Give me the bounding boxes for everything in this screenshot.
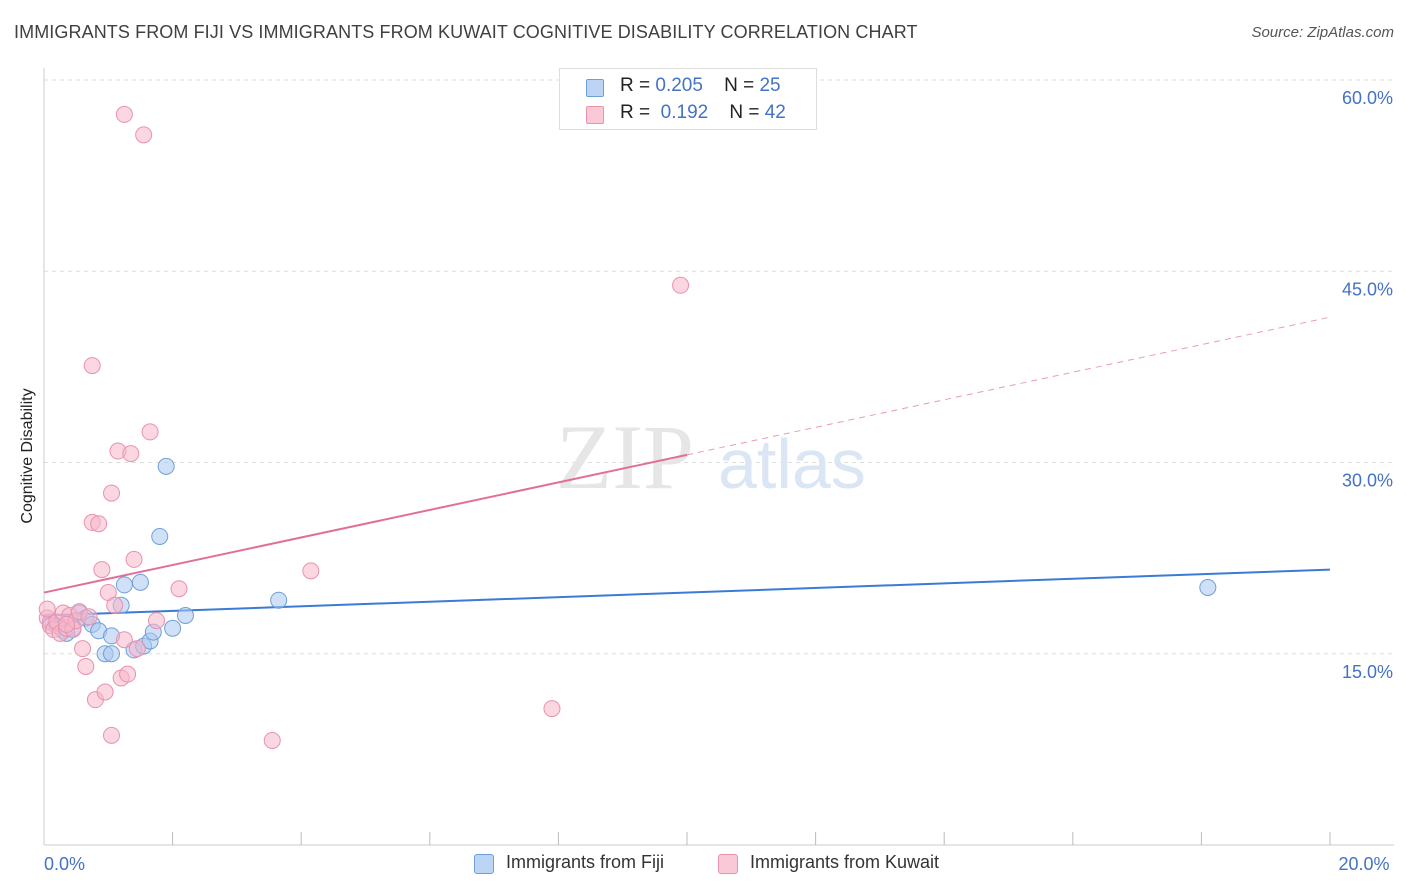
axes — [43, 68, 1394, 846]
legend-fiji-label: Immigrants from Fiji — [506, 852, 665, 872]
kuwait-point-41 — [58, 615, 76, 633]
kuwait-n-value: 42 — [764, 102, 786, 123]
kuwait-point-35 — [170, 580, 188, 598]
legend-fiji-swatch — [474, 854, 494, 874]
kuwait-point-40 — [38, 600, 56, 618]
kuwait-point-31 — [128, 640, 146, 658]
fiji-n-value: 25 — [759, 75, 781, 96]
kuwait-point-14 — [83, 357, 101, 375]
watermark: ZIP atlas — [556, 406, 866, 508]
tick-labels: 15.0% 30.0% 45.0% 60.0% 0.0% 20.0% — [44, 88, 1393, 874]
fiji-point-22 — [270, 591, 288, 609]
kuwait-point-39 — [672, 276, 690, 294]
kuwait-point-22 — [103, 726, 121, 744]
fiji-point-24 — [1199, 578, 1217, 596]
fiji-trend-line — [43, 568, 1331, 617]
source-label: Source: ZipAtlas.com — [1251, 24, 1394, 41]
chart-title: IMMIGRANTS FROM FIJI VS IMMIGRANTS FROM … — [14, 22, 918, 42]
kuwait-point-37 — [302, 562, 320, 580]
kuwait-point-13 — [80, 608, 98, 626]
kuwait-point-33 — [141, 423, 159, 441]
fiji-point-14 — [131, 573, 149, 591]
fiji-swatch — [586, 79, 604, 97]
watermark-zip: ZIP — [556, 406, 694, 508]
kuwait-point-28 — [119, 665, 137, 683]
kuwait-point-19 — [96, 683, 114, 701]
legend-kuwait-label: Immigrants from Kuwait — [750, 852, 940, 872]
kuwait-point-12 — [77, 658, 95, 675]
fiji-point-18 — [151, 527, 169, 545]
x-tick-label-1: 20.0% — [1338, 854, 1389, 874]
fiji-point-9 — [103, 645, 121, 663]
fiji-r-value: 0.205 — [655, 75, 703, 96]
fiji-point-12 — [115, 576, 133, 594]
kuwait-point-30 — [125, 550, 143, 568]
kuwait-point-11 — [74, 640, 92, 658]
kuwait-r-value: 0.192 — [660, 102, 709, 123]
kuwait-point-27 — [115, 105, 133, 123]
fiji-n-label: N = — [724, 75, 755, 96]
kuwait-point-26 — [115, 631, 133, 649]
fiji-point-21 — [176, 607, 194, 624]
kuwait-point-23 — [106, 596, 124, 614]
fiji-r-label: R = — [620, 75, 651, 96]
watermark-atlas: atlas — [718, 425, 866, 503]
kuwait-r-label: R = — [620, 102, 651, 123]
kuwait-point-38 — [543, 700, 561, 718]
fiji-point-20 — [164, 619, 182, 637]
kuwait-point-36 — [263, 731, 281, 749]
y-tick-label-2: 45.0% — [1342, 279, 1393, 299]
y-tick-label-0: 15.0% — [1342, 662, 1393, 682]
y-tick-label-3: 60.0% — [1342, 88, 1393, 108]
y-tick-label-1: 30.0% — [1342, 471, 1393, 491]
trend-lines — [43, 316, 1331, 617]
legend-kuwait-swatch — [718, 854, 738, 874]
x-tick-label-0: 0.0% — [44, 854, 85, 874]
kuwait-point-17 — [90, 515, 108, 533]
fiji-point-19 — [157, 457, 175, 475]
kuwait-trend-line — [43, 453, 688, 594]
kuwait-point-32 — [135, 126, 153, 144]
kuwait-point-21 — [103, 484, 121, 502]
kuwait-point-18 — [93, 561, 111, 579]
grid-lines — [44, 79, 1394, 655]
kuwait-point-34 — [148, 612, 166, 630]
kuwait-point-29 — [122, 445, 140, 463]
kuwait-swatch — [586, 106, 604, 124]
data-points — [38, 105, 1217, 749]
kuwait-n-label: N = — [729, 102, 760, 123]
correlation-stats-box: R = 0.205 N = 25 R = 0.192 N = 42 — [559, 68, 817, 130]
